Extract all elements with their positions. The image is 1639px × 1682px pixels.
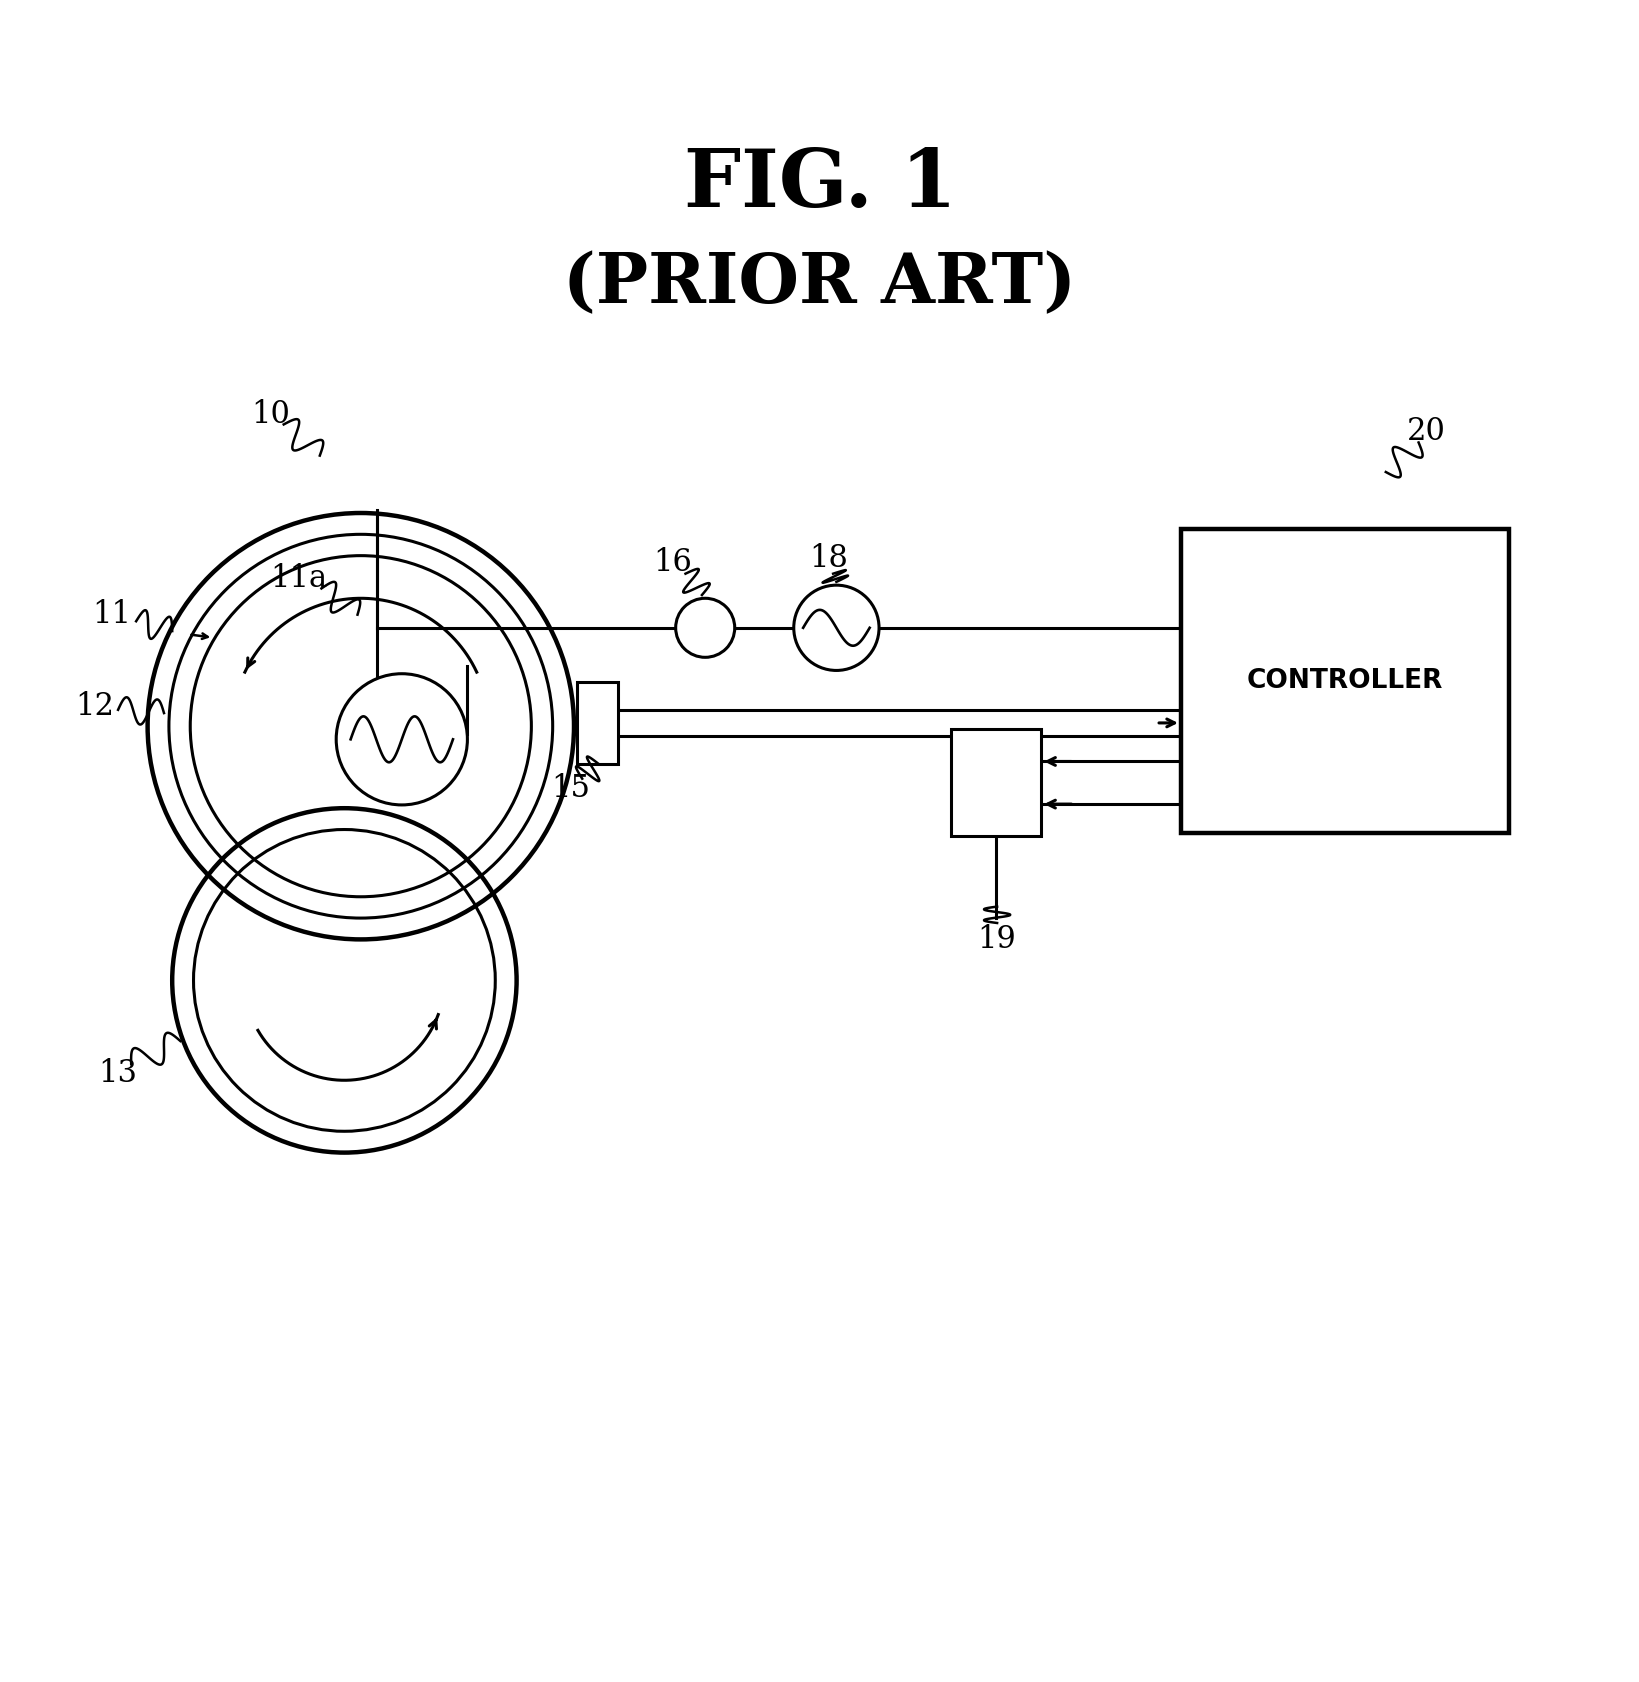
Circle shape [675, 599, 734, 658]
Text: 15: 15 [551, 774, 590, 804]
Text: 19: 19 [977, 923, 1016, 955]
Bar [577, 681, 618, 764]
Text: 10: 10 [251, 399, 290, 431]
Text: 20: 20 [1406, 415, 1446, 446]
Text: FIG. 1: FIG. 1 [683, 146, 956, 224]
Circle shape [793, 585, 879, 671]
Text: CONTROLLER: CONTROLLER [1246, 668, 1442, 695]
Text: (PRIOR ART): (PRIOR ART) [564, 251, 1075, 316]
Text: 13: 13 [98, 1058, 138, 1090]
Bar [951, 730, 1041, 836]
Circle shape [336, 674, 467, 806]
Text: 11a: 11a [270, 563, 326, 594]
Text: 11: 11 [92, 599, 131, 631]
Text: 18: 18 [808, 543, 847, 575]
Bar [1180, 530, 1508, 833]
Text: 12: 12 [75, 691, 115, 722]
Text: 16: 16 [652, 547, 692, 577]
